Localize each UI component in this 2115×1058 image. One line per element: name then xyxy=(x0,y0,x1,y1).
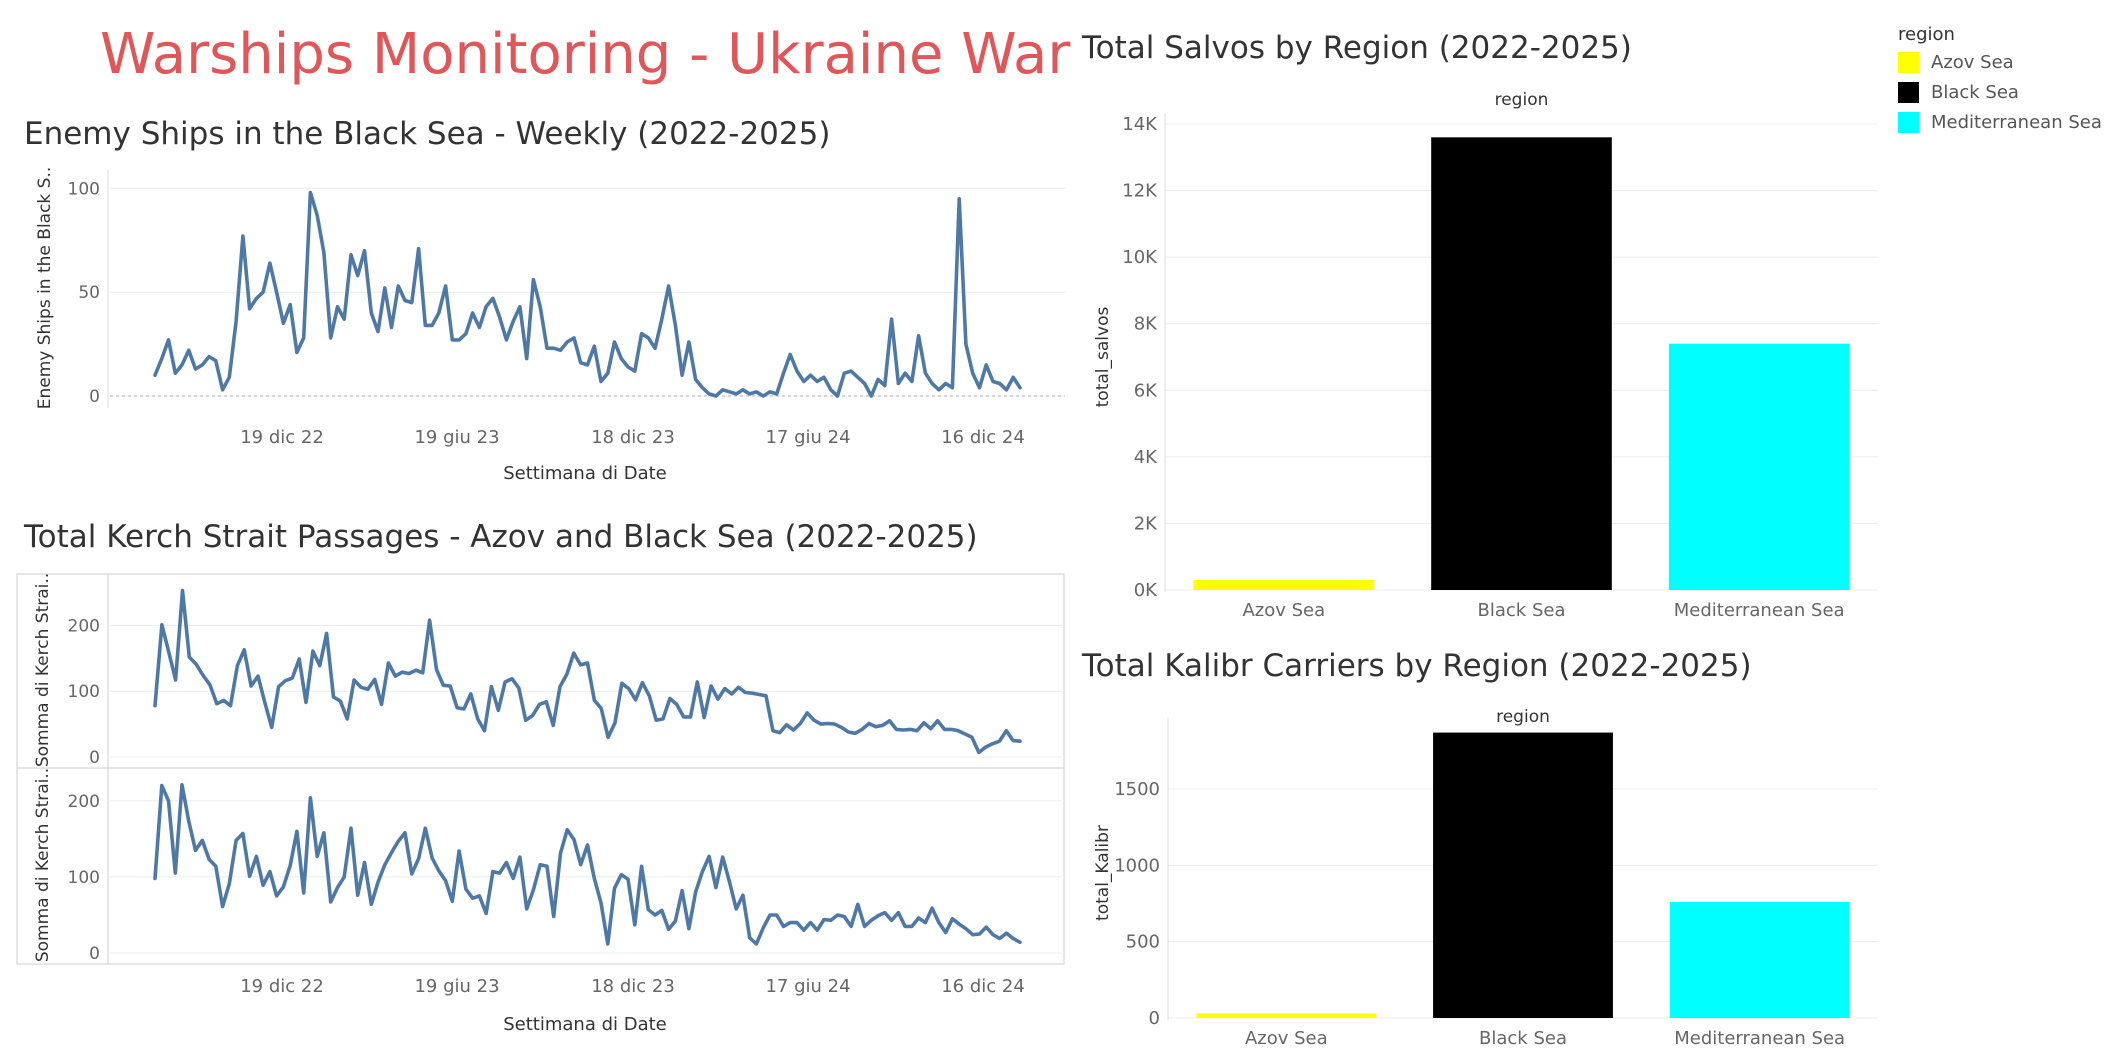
salvos-ytick-label-4: 8K xyxy=(1134,314,1158,335)
kalibr-ytick-label-0: 0 xyxy=(1149,1008,1160,1029)
salvos-bar-1 xyxy=(1431,137,1612,591)
legend-label-black: Black Sea xyxy=(1931,82,2019,103)
kerch-xtick-label-0: 19 dic 22 xyxy=(240,976,324,997)
kerch-chart-title: Total Kerch Strait Passages - Azov and B… xyxy=(24,519,978,555)
salvos-xtick-label-1: Black Sea xyxy=(1478,600,1566,621)
enemy-ships-xtick-label-2: 18 dic 23 xyxy=(591,427,675,448)
kerch-top-ylabel: Somma di Kerch Strai.. xyxy=(33,573,53,767)
kerch-xtick-label-1: 19 giu 23 xyxy=(414,976,499,997)
salvos-bar-0 xyxy=(1193,580,1375,590)
enemy-ships-xtick-label-4: 16 dic 24 xyxy=(941,427,1025,448)
kalibr-ytick-label-2: 1000 xyxy=(1114,855,1160,876)
enemy-ships-ytick-label-1: 50 xyxy=(78,283,100,303)
legend-label-azov: Azov Sea xyxy=(1931,52,2014,73)
kerch-top-ytick-label-1: 100 xyxy=(68,682,100,702)
legend-item-med[interactable]: Mediterranean Sea xyxy=(1898,112,2102,133)
enemy-ships-xlabel: Settimana di Date xyxy=(503,463,667,484)
enemy-ships-xtick-label-0: 19 dic 22 xyxy=(240,427,324,448)
dashboard-title: Warships Monitoring - Ukraine War xyxy=(100,22,1071,87)
kerch-top-ytick-label-2: 200 xyxy=(68,616,100,636)
kerch-top-ytick-label-0: 0 xyxy=(89,748,100,768)
kerch-xtick-label-3: 17 giu 24 xyxy=(765,976,850,997)
kalibr-column-header: region xyxy=(1496,707,1550,727)
salvos-ylabel: total_salvos xyxy=(1093,307,1113,408)
enemy-ships-chart-title: Enemy Ships in the Black Sea - Weekly (2… xyxy=(24,116,831,152)
salvos-xtick-label-0: Azov Sea xyxy=(1242,600,1325,621)
kerch-top-series-line xyxy=(153,588,1022,755)
legend-item-azov[interactable]: Azov Sea xyxy=(1898,52,2014,73)
kalibr-bar-2 xyxy=(1669,902,1850,1018)
kerch-xtick-label-4: 16 dic 24 xyxy=(941,976,1025,997)
kalibr-chart-title: Total Kalibr Carriers by Region (2022-20… xyxy=(1082,648,1752,684)
enemy-ships-ytick-label-2: 100 xyxy=(68,179,100,199)
salvos-xtick-label-2: Mediterranean Sea xyxy=(1674,600,1845,621)
legend-swatch-black xyxy=(1898,82,1919,103)
legend-label-med: Mediterranean Sea xyxy=(1931,112,2102,133)
kalibr-bar-1 xyxy=(1433,732,1613,1018)
kerch-bottom-ytick-label-1: 100 xyxy=(68,868,100,888)
kalibr-xtick-label-1: Black Sea xyxy=(1479,1028,1567,1049)
enemy-ships-ylabel: Enemy Ships in the Black S.. xyxy=(35,167,55,410)
kalibr-xtick-label-2: Mediterranean Sea xyxy=(1674,1028,1845,1049)
salvos-ytick-label-5: 10K xyxy=(1122,247,1158,268)
salvos-ytick-label-6: 12K xyxy=(1122,181,1158,202)
kerch-xtick-label-2: 18 dic 23 xyxy=(591,976,675,997)
kerch-pane-frame xyxy=(16,573,1065,965)
kerch-bottom-series-line xyxy=(153,782,1022,946)
kalibr-xtick-label-0: Azov Sea xyxy=(1245,1028,1328,1049)
enemy-ships-series-line xyxy=(153,190,1022,398)
legend-swatch-med xyxy=(1898,112,1919,133)
enemy-ships-xtick-label-3: 17 giu 24 xyxy=(765,427,850,448)
enemy-ships-xtick-label-1: 19 giu 23 xyxy=(414,427,499,448)
legend-swatch-azov xyxy=(1898,52,1919,73)
salvos-ytick-label-0: 0K xyxy=(1134,580,1158,601)
kerch-xlabel: Settimana di Date xyxy=(503,1014,667,1035)
kalibr-ytick-label-1: 500 xyxy=(1126,932,1160,953)
legend-item-black[interactable]: Black Sea xyxy=(1898,82,2019,103)
salvos-chart-title: Total Salvos by Region (2022-2025) xyxy=(1082,30,1632,66)
salvos-column-header: region xyxy=(1495,90,1549,110)
kerch-bottom-ylabel: Somma di Kerch Strai.. xyxy=(33,768,53,962)
kalibr-ytick-label-3: 1500 xyxy=(1114,779,1160,800)
kerch-bottom-ytick-label-0: 0 xyxy=(89,944,100,964)
kalibr-ylabel: total_Kalibr xyxy=(1093,825,1113,921)
enemy-ships-ytick-label-0: 0 xyxy=(89,387,100,407)
salvos-ytick-label-1: 2K xyxy=(1134,513,1158,534)
kerch-bottom-ytick-label-2: 200 xyxy=(68,792,100,812)
salvos-ytick-label-3: 6K xyxy=(1134,380,1158,401)
salvos-bar-2 xyxy=(1668,343,1850,590)
salvos-ytick-label-7: 14K xyxy=(1122,114,1158,135)
kalibr-bar-0 xyxy=(1196,1013,1377,1018)
salvos-ytick-label-2: 4K xyxy=(1134,447,1158,468)
legend-title: region xyxy=(1898,24,1955,45)
